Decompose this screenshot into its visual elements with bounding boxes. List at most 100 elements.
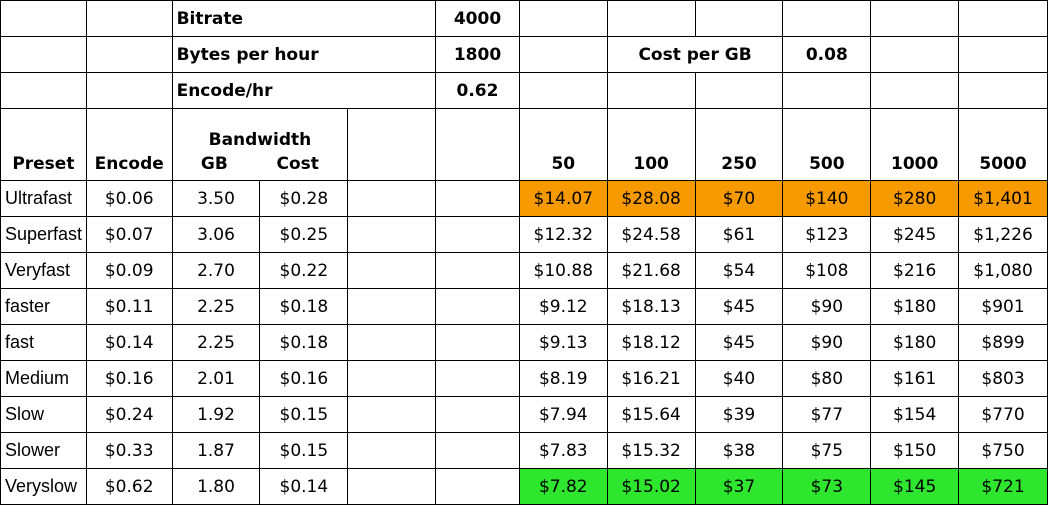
total-cost-cell[interactable]: $721 <box>958 468 1048 505</box>
cell-empty[interactable] <box>85 0 173 37</box>
bytes-per-hour-value[interactable]: 1800 <box>435 36 520 73</box>
bandwidth-cost-cell[interactable]: $0.15 <box>259 432 349 469</box>
bitrate-value[interactable]: 4000 <box>435 0 520 37</box>
total-cost-cell[interactable]: $154 <box>870 396 960 433</box>
total-cost-cell[interactable]: $15.02 <box>606 468 696 505</box>
bandwidth-gb-cell[interactable]: 3.06 <box>171 216 261 253</box>
cell-empty[interactable] <box>958 36 1048 73</box>
preset-cell[interactable]: Superfast <box>0 216 87 253</box>
encode-cell[interactable]: $0.14 <box>85 324 173 361</box>
total-cost-cell[interactable]: $40 <box>694 360 784 397</box>
cell-empty[interactable] <box>347 324 437 361</box>
total-cost-cell[interactable]: $123 <box>782 216 872 253</box>
total-cost-cell[interactable]: $1,080 <box>958 252 1048 289</box>
bandwidth-cost-cell[interactable]: $0.15 <box>259 396 349 433</box>
bandwidth-cost-cell[interactable]: $0.16 <box>259 360 349 397</box>
cell-empty[interactable] <box>870 72 960 109</box>
cell-empty[interactable] <box>870 36 960 73</box>
cell-empty[interactable] <box>694 72 784 109</box>
encode-per-hour-value[interactable]: 0.62 <box>435 72 520 109</box>
cell-empty[interactable] <box>435 180 520 217</box>
total-cost-cell[interactable]: $45 <box>694 288 784 325</box>
preset-cell[interactable]: Veryfast <box>0 252 87 289</box>
total-cost-cell[interactable]: $161 <box>870 360 960 397</box>
total-cost-cell[interactable]: $7.83 <box>518 432 608 469</box>
cell-empty[interactable] <box>435 396 520 433</box>
total-cost-cell[interactable]: $24.58 <box>606 216 696 253</box>
total-cost-cell[interactable]: $61 <box>694 216 784 253</box>
bandwidth-gb-cell[interactable]: 1.92 <box>171 396 261 433</box>
cell-empty[interactable] <box>85 36 173 73</box>
total-cost-cell[interactable]: $18.12 <box>606 324 696 361</box>
encode-cell[interactable]: $0.62 <box>85 468 173 505</box>
total-cost-cell[interactable]: $245 <box>870 216 960 253</box>
total-cost-cell[interactable]: $750 <box>958 432 1048 469</box>
cell-empty[interactable] <box>347 360 437 397</box>
cell-empty[interactable] <box>518 0 608 37</box>
encode-per-hour-label[interactable]: Encode/hr <box>171 72 348 109</box>
bandwidth-gb-cell[interactable]: 2.25 <box>171 324 261 361</box>
encode-cell[interactable]: $0.06 <box>85 180 173 217</box>
cell-empty[interactable] <box>435 360 520 397</box>
preset-cell[interactable]: faster <box>0 288 87 325</box>
bytes-per-hour-label[interactable]: Bytes per hour <box>171 36 348 73</box>
total-cost-cell[interactable]: $280 <box>870 180 960 217</box>
cost-per-gb-value[interactable]: 0.08 <box>782 36 872 73</box>
total-cost-cell[interactable]: $1,401 <box>958 180 1048 217</box>
total-cost-cell[interactable]: $15.32 <box>606 432 696 469</box>
total-cost-cell[interactable]: $28.08 <box>606 180 696 217</box>
cell-empty[interactable] <box>435 108 520 181</box>
count-header[interactable]: 5000 <box>958 108 1048 181</box>
cell-empty[interactable] <box>85 72 173 109</box>
cell-empty[interactable] <box>435 324 520 361</box>
total-cost-cell[interactable]: $45 <box>694 324 784 361</box>
cell-empty[interactable] <box>694 0 784 37</box>
total-cost-cell[interactable]: $12.32 <box>518 216 608 253</box>
total-cost-cell[interactable]: $150 <box>870 432 960 469</box>
total-cost-cell[interactable]: $770 <box>958 396 1048 433</box>
total-cost-cell[interactable]: $14.07 <box>518 180 608 217</box>
cell-empty[interactable] <box>435 216 520 253</box>
cell-empty[interactable] <box>347 108 437 181</box>
preset-cell[interactable]: Veryslow <box>0 468 87 505</box>
total-cost-cell[interactable]: $75 <box>782 432 872 469</box>
total-cost-cell[interactable]: $7.94 <box>518 396 608 433</box>
cell-empty[interactable] <box>347 216 437 253</box>
total-cost-cell[interactable]: $108 <box>782 252 872 289</box>
cell-empty[interactable] <box>0 0 87 37</box>
bandwidth-cost-cell[interactable]: $0.25 <box>259 216 349 253</box>
bandwidth-cost-cell[interactable]: $0.18 <box>259 324 349 361</box>
count-header[interactable]: 100 <box>606 108 696 181</box>
cell-empty[interactable] <box>435 288 520 325</box>
encode-cell[interactable]: $0.11 <box>85 288 173 325</box>
total-cost-cell[interactable]: $899 <box>958 324 1048 361</box>
preset-cell[interactable]: fast <box>0 324 87 361</box>
cell-empty[interactable] <box>347 396 437 433</box>
total-cost-cell[interactable]: $21.68 <box>606 252 696 289</box>
cost-per-gb-label[interactable]: Cost per GB <box>606 36 784 73</box>
total-cost-cell[interactable]: $180 <box>870 288 960 325</box>
cell-empty[interactable] <box>782 72 872 109</box>
bitrate-label[interactable]: Bitrate <box>171 0 348 37</box>
bandwidth-gb-cell[interactable]: 1.80 <box>171 468 261 505</box>
cell-empty[interactable] <box>347 252 437 289</box>
cell-empty[interactable] <box>0 36 87 73</box>
encode-cell[interactable]: $0.24 <box>85 396 173 433</box>
total-cost-cell[interactable]: $18.13 <box>606 288 696 325</box>
encode-cell[interactable]: $0.07 <box>85 216 173 253</box>
cell-empty[interactable] <box>870 0 960 37</box>
cell-empty[interactable] <box>518 72 608 109</box>
total-cost-cell[interactable]: $39 <box>694 396 784 433</box>
bandwidth-gb-cell[interactable]: 1.87 <box>171 432 261 469</box>
total-cost-cell[interactable]: $145 <box>870 468 960 505</box>
cell-empty[interactable] <box>782 0 872 37</box>
encode-cell[interactable]: $0.16 <box>85 360 173 397</box>
total-cost-cell[interactable]: $9.13 <box>518 324 608 361</box>
bandwidth-cost-cell[interactable]: $0.14 <box>259 468 349 505</box>
total-cost-cell[interactable]: $7.82 <box>518 468 608 505</box>
cell-empty[interactable] <box>435 468 520 505</box>
cell-empty[interactable] <box>347 288 437 325</box>
cell-empty[interactable] <box>0 72 87 109</box>
cell-empty[interactable] <box>347 432 437 469</box>
total-cost-cell[interactable]: $1,226 <box>958 216 1048 253</box>
